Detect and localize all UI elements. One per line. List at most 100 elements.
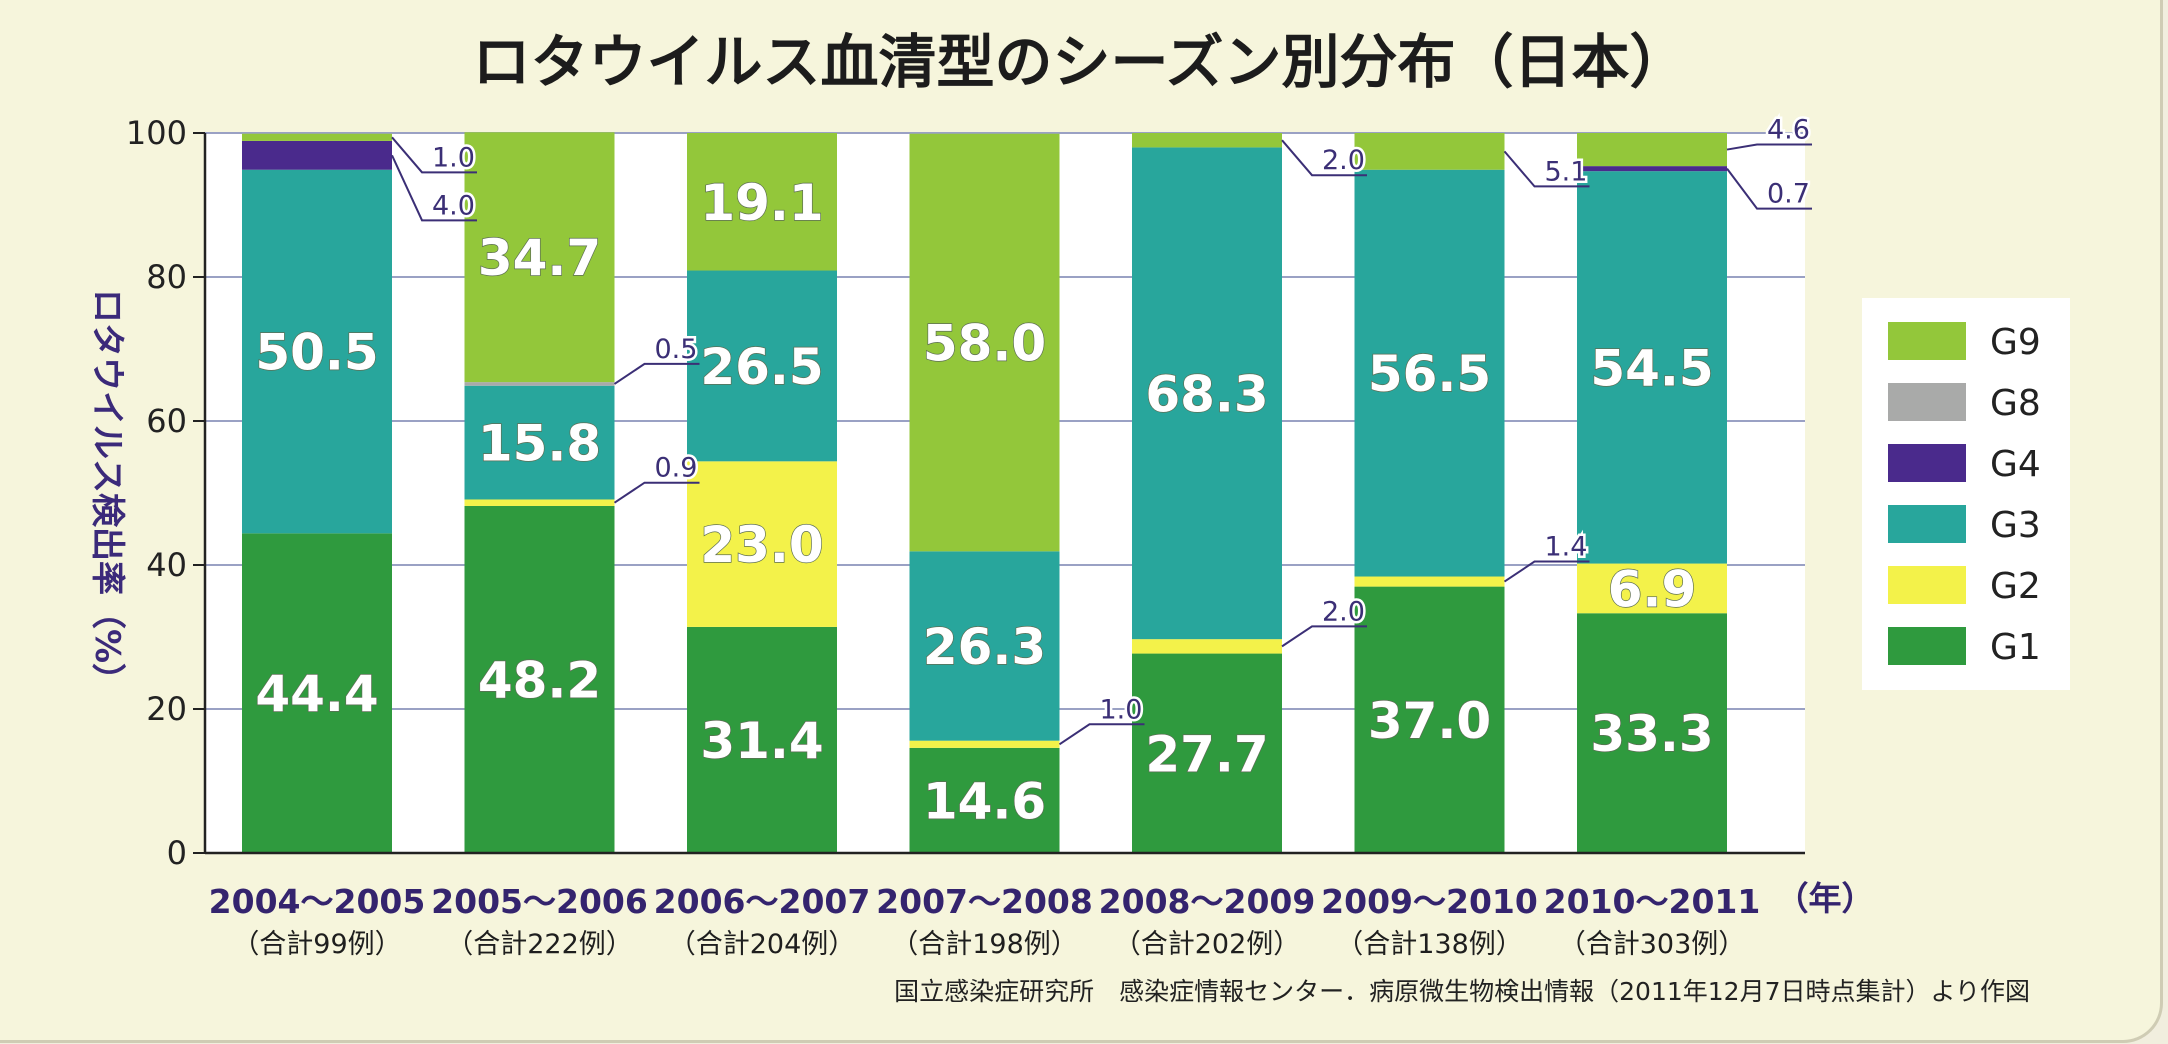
data-label: 34.7 [478,229,601,287]
data-label: 26.5 [700,338,823,396]
legend-label-g8: G8 [1990,383,2041,424]
x-category-total: （合計204例） [669,929,856,960]
bar-segment-g1 [242,533,392,853]
bar-segment-g2 [1577,563,1727,614]
x-category-label: 2005～2006 [431,882,648,921]
callout-line [1281,625,1367,648]
callout-line [1726,168,1812,210]
data-label: 56.5 [1368,345,1491,403]
y-axis-label: ロタウイルス検出率（%） [87,289,127,697]
callout-label: 1.0 [1100,694,1143,725]
y-tick-label: 40 [146,546,187,584]
bar-segment-g9 [687,133,837,271]
bar-segment-g9 [464,132,615,383]
callout-label: 0.7 [1767,179,1810,210]
bar-segment-g9 [242,133,392,141]
bar-segment-g3 [1132,147,1282,640]
bar-segment-g3 [464,385,615,500]
legend-label-g1: G1 [1990,627,2041,668]
callout-label: 5.1 [1545,156,1588,187]
source-note: 国立感染症研究所 感染症情報センター．病原微生物検出情報（2011年12月7日時… [894,977,2030,1006]
legend-swatch-g3 [1888,505,1966,543]
bar-segment-g2 [464,499,615,506]
bar-segment-g2 [687,461,837,627]
legend-label-g9: G9 [1990,322,2041,363]
callout-line [1503,560,1590,583]
y-tick-label: 0 [167,834,187,872]
data-label: 31.4 [700,712,823,770]
chart-title: ロタウイルス血清型のシーズン別分布（日本） [472,28,1687,96]
data-label: 44.4 [255,665,378,723]
y-tick-label: 100 [126,114,187,152]
legend-swatch-g9 [1888,322,1966,360]
callout-label: 0.5 [655,334,698,365]
data-label: 14.6 [923,772,1046,830]
callout-label: 4.6 [1767,115,1810,146]
callout-line [613,481,700,504]
x-category-label: 2007～2008 [876,882,1093,921]
bar-segment-g4 [1577,166,1727,172]
bar-segment-g3 [687,270,837,462]
data-label: 48.2 [478,651,601,709]
data-label: 15.8 [478,415,601,473]
x-category-label: 2008～2009 [1099,882,1316,921]
data-label: 33.3 [1590,705,1713,763]
x-category-total: （合計99例） [232,929,401,960]
data-label: 6.9 [1608,560,1697,618]
bar-segment-g2 [1132,639,1282,654]
bar-segment-g3 [242,169,392,534]
callout-line [1726,143,1812,151]
bar-segment-g1 [909,747,1060,853]
callout-label: 1.4 [1545,532,1588,563]
bar-segment-g9 [1577,133,1727,167]
bar-segment-g2 [909,740,1060,748]
y-tick-label: 20 [146,690,187,728]
callout-label: 1.0 [432,142,475,173]
callout-line [1281,139,1367,177]
x-category-label: 2004～2005 [209,882,426,921]
data-label: 19.1 [700,174,823,232]
callout-line [613,362,700,385]
x-category-total: （合計202例） [1114,929,1301,960]
callout-line [1503,150,1590,188]
bar-segment-g1 [1577,613,1727,853]
callout-label: 2.0 [1322,145,1365,176]
bar-segment-g1 [1354,586,1505,853]
bar-segment-g1 [687,626,837,853]
x-category-label: 2006～2007 [654,882,871,921]
bar-segment-g8 [464,382,615,386]
legend-swatch-g4 [1888,444,1966,482]
legend-label-g4: G4 [1990,444,2041,485]
bar-segment-g2 [1354,576,1505,587]
data-label: 37.0 [1368,692,1491,750]
legend-swatch-g8 [1888,383,1966,421]
x-category-label: 2010～2011 [1544,882,1761,921]
data-label: 27.7 [1145,725,1268,783]
legend-swatch-g1 [1888,627,1966,665]
callout-label: 0.9 [655,453,698,484]
x-category-total: （合計198例） [891,929,1078,960]
data-label: 23.0 [700,516,823,574]
callout-label: 2.0 [1322,596,1365,627]
callout-line [1058,723,1145,746]
bar-segment-g9 [1132,133,1282,148]
data-label: 50.5 [255,324,378,382]
y-tick-label: 80 [146,258,187,296]
bar-segment-g3 [1354,169,1505,577]
y-tick-label: 60 [146,402,187,440]
x-unit-label: （年） [1776,879,1875,918]
bar-segment-g9 [909,133,1060,552]
bar-segment-g3 [1577,171,1727,564]
x-category-total: （合計138例） [1336,929,1523,960]
x-category-label: 2009～2010 [1321,882,1538,921]
x-category-total: （合計303例） [1559,929,1746,960]
legend-label-g2: G2 [1990,566,2041,607]
callout-label: 4.0 [432,190,475,221]
data-label: 58.0 [923,315,1046,373]
bar-segment-g9 [1354,133,1505,170]
data-label: 68.3 [1145,365,1268,423]
bar-segment-g3 [909,551,1060,741]
callout-line [391,136,477,174]
data-label: 54.5 [1590,339,1713,397]
